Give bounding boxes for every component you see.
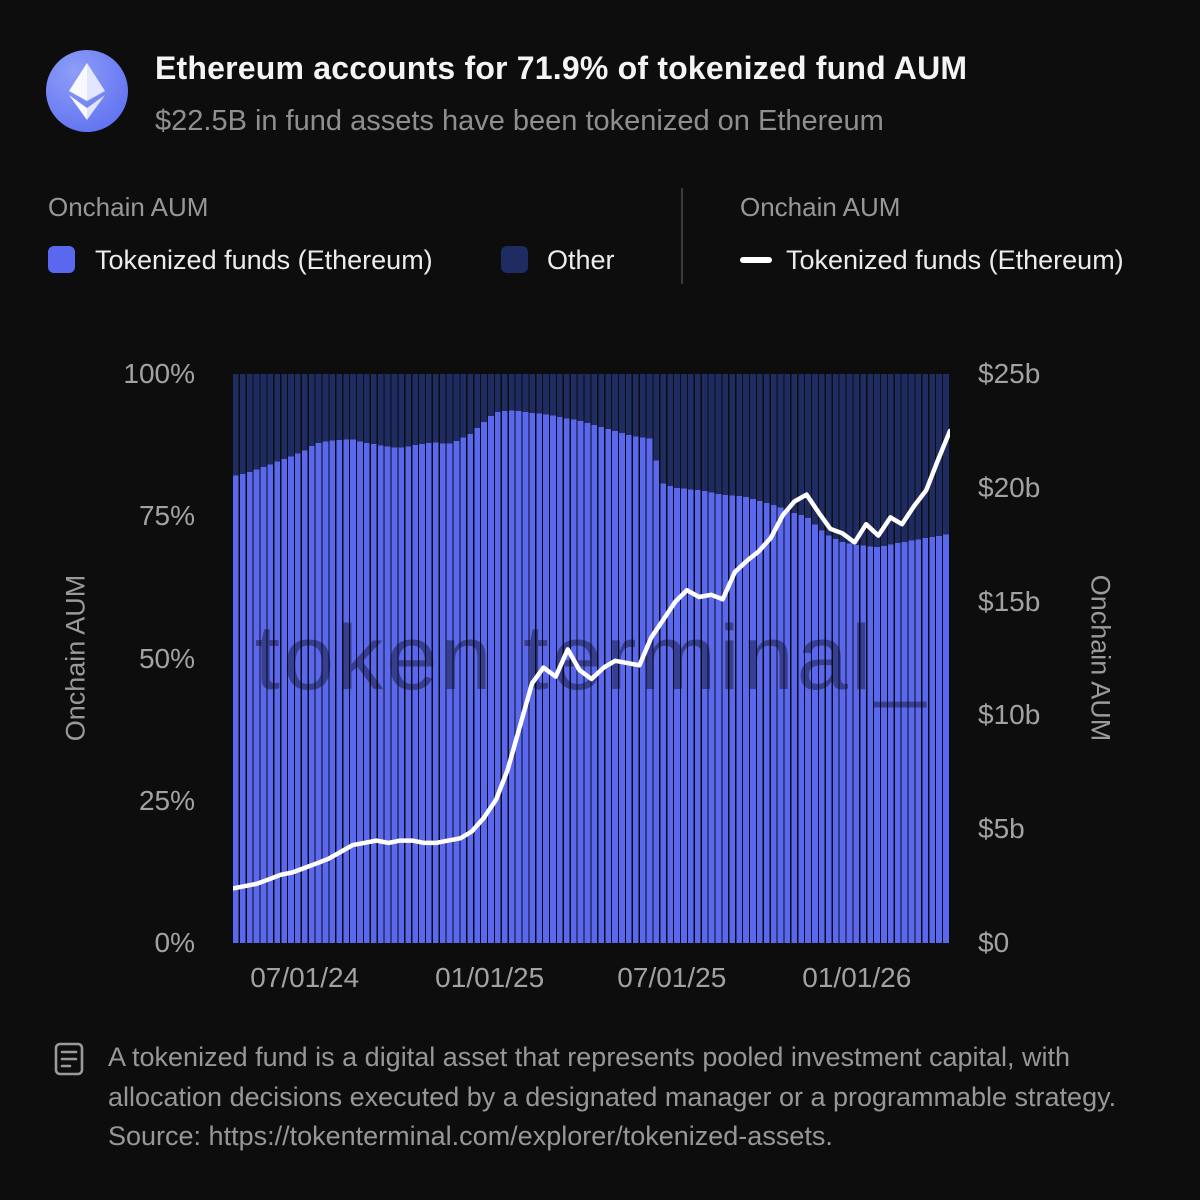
footnote-text: A tokenized fund is a digital asset that… — [108, 1042, 1117, 1152]
y-axis-tick: 25% — [138, 784, 195, 816]
legend-swatch-other — [501, 246, 528, 273]
ethereum-logo — [46, 50, 128, 132]
legend-line-swatch — [740, 257, 772, 263]
legend-row: Tokenized funds (Ethereum) Other Tokeniz… — [0, 245, 1200, 275]
y-axis-tick: $5b — [978, 813, 1025, 845]
x-axis-tick: 07/01/25 — [617, 962, 727, 993]
aum-line-plot — [233, 428, 950, 891]
y-axis-tick: 50% — [138, 642, 195, 674]
right-axis-title: Onchain AUM — [1085, 574, 1116, 742]
left-axis-title: Onchain AUM — [60, 574, 91, 742]
bars-other-share — [233, 374, 949, 547]
y-axis-tick: $25b — [978, 358, 1041, 389]
page-title: Ethereum accounts for 71.9% of tokenized… — [155, 50, 968, 86]
legend-left-heading: Onchain AUM — [48, 192, 209, 222]
x-axis-tick: 01/01/25 — [435, 962, 545, 993]
memo-icon — [54, 1042, 84, 1076]
aum-line — [233, 428, 950, 891]
y-axis-tick: 0% — [154, 927, 195, 958]
bars-ethereum-share — [233, 410, 949, 943]
x-axis-tick: 01/01/26 — [802, 962, 912, 993]
y-axis-tick: $20b — [978, 471, 1041, 503]
legend-label-ethereum: Tokenized funds (Ethereum) — [95, 245, 433, 275]
page-subtitle: $22.5B in fund assets have been tokenize… — [155, 105, 884, 137]
legend-right-heading: Onchain AUM — [740, 192, 901, 222]
y-axis-tick: 100% — [123, 358, 195, 389]
legend-label-other: Other — [547, 245, 615, 275]
legend-swatch-ethereum — [48, 246, 75, 273]
stacked-bars-plot — [233, 374, 949, 943]
legend-divider — [681, 188, 683, 284]
y-axis-tick: 75% — [138, 500, 195, 532]
y-axis-tick: $0 — [978, 927, 1010, 958]
y-axis-tick: $10b — [978, 699, 1041, 731]
x-axis-tick: 07/01/24 — [250, 962, 360, 993]
legend-label-line: Tokenized funds (Ethereum) — [786, 245, 1124, 275]
y-axis-tick: $15b — [978, 585, 1041, 617]
